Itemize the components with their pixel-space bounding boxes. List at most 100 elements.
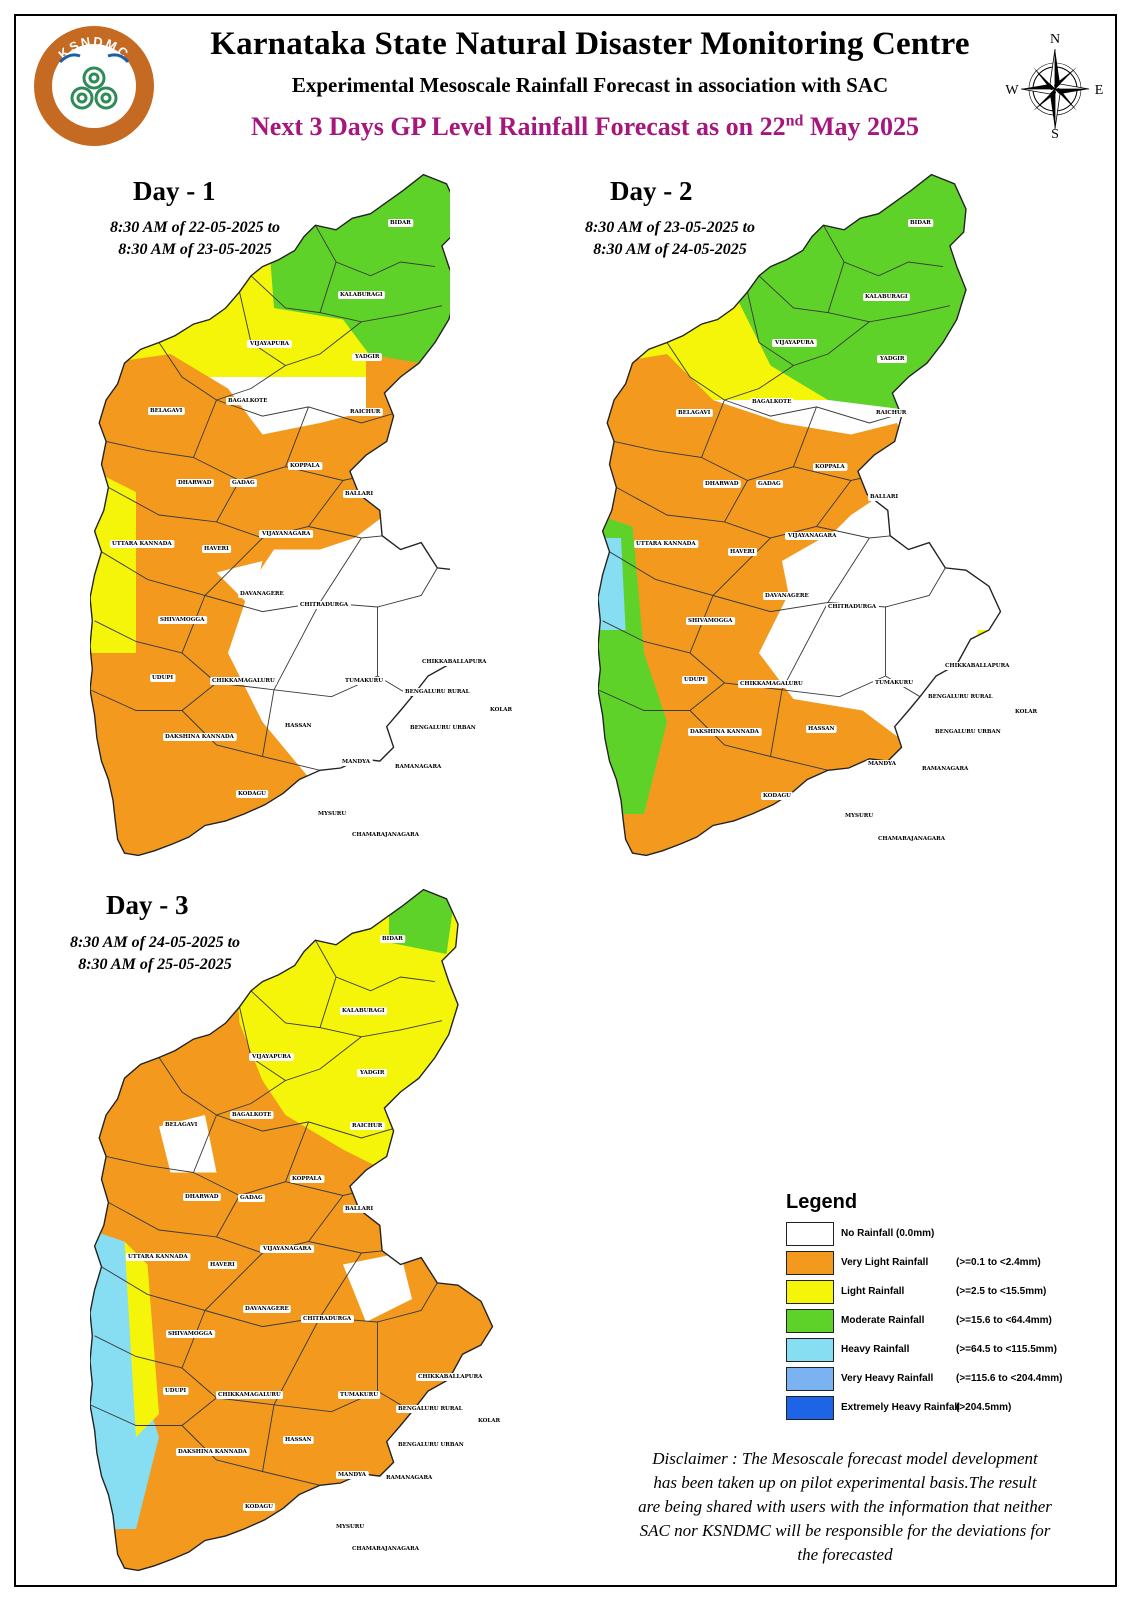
district-label-bengaluru-urban: BENGALURU URBAN [398, 1442, 464, 1448]
district-label-box [933, 728, 1003, 736]
district-label-koppala: KOPPALA [815, 464, 845, 470]
district-label-mandya: MANDYA [342, 759, 371, 765]
district-label-kodagu: KODAGU [763, 793, 791, 799]
subtitle: Experimental Mesoscale Rainfall Forecast… [291, 73, 889, 97]
district-label-dakshina-kannada: DAKSHINA KANNADA [178, 1449, 248, 1455]
district-label-box [243, 1305, 291, 1313]
district-label-hassan: HASSAN [808, 726, 835, 732]
district-label-box [750, 398, 794, 406]
legend-label: Heavy Rainfall [841, 1344, 910, 1355]
district-label-bengaluru-rural: BENGALURU RURAL [405, 689, 470, 695]
district-label-box [843, 812, 876, 820]
legend-label: Very Light Rainfall [841, 1257, 929, 1268]
district-label-box [243, 1503, 276, 1511]
district-label-box [686, 617, 736, 625]
district-label-box [703, 480, 741, 488]
district-label-bidar: BIDAR [910, 220, 931, 226]
district-label-box [340, 1007, 387, 1015]
legend-swatch [786, 1338, 834, 1362]
district-label-dharwad: DHARWAD [185, 1194, 219, 1200]
day-3-period: 8:30 AM of 24-05-2025 to 8:30 AM of 25-05… [69, 934, 241, 973]
district-label-box [230, 479, 258, 487]
district-label-kolar: KOLAR [490, 707, 513, 713]
district-label-box [380, 935, 406, 943]
district-label-kolar: KOLAR [1015, 709, 1038, 715]
legend-range: (>=0.1 to <2.4mm) [956, 1257, 1041, 1268]
district-label-box [238, 1194, 266, 1202]
district-label-uttara-kannada: UTTARA KANNADA [128, 1254, 188, 1260]
triskele-spiral-icon [70, 66, 118, 110]
district-label-uttara-kannada: UTTARA KANNADA [636, 541, 696, 547]
district-label-chikkamagaluru: CHIKKAMAGALURU [740, 681, 803, 687]
district-label-box [943, 662, 1013, 670]
district-label-kodagu: KODAGU [238, 791, 266, 797]
district-label-koppala: KOPPALA [292, 1176, 322, 1182]
district-label-box [176, 1448, 250, 1456]
district-label-dharwad: DHARWAD [705, 481, 739, 487]
district-label-chitradurga: CHITRADURGA [828, 604, 877, 610]
district-label-box [338, 291, 385, 299]
district-label-udupi: UDUPI [684, 677, 705, 683]
district-label-ramanagara: RAMANAGARA [395, 764, 442, 770]
district-label-box [688, 728, 762, 736]
day-2-district-labels: BIDAR KALABURAGI VIJAYAPURA YADGIR BELAG… [634, 219, 1040, 843]
district-label-ramanagara: RAMANAGARA [386, 1475, 433, 1481]
district-label-chamarajanagara: CHAMARAJANAGARA [878, 836, 946, 842]
day-3-rainfall-map [90, 888, 494, 1572]
district-label-box [866, 760, 899, 768]
district-label-box [230, 1111, 274, 1119]
district-label-bagalkote: BAGALKOTE [228, 398, 267, 404]
legend: Legend No Rainfall (0.0mm) Very Light Ra… [786, 1191, 1086, 1425]
district-label-tumakuru: TUMAKURU [875, 680, 913, 686]
district-label-raichur: RAICHUR [876, 410, 907, 416]
district-label-bengaluru-urban: BENGALURU URBAN [935, 729, 1001, 735]
district-label-box [238, 590, 286, 598]
district-label-box [216, 1391, 284, 1399]
district-label-belagavi: BELAGAVI [165, 1122, 198, 1128]
district-label-box [126, 1253, 191, 1261]
district-label-bengaluru-urban: BENGALURU URBAN [410, 725, 476, 731]
district-label-mysuru: MYSURU [845, 813, 873, 819]
district-label-hassan: HASSAN [285, 723, 312, 729]
district-label-box [420, 658, 490, 666]
legend-row: Extremely Heavy Rainfall (>204.5mm) [786, 1396, 1086, 1425]
district-label-box [298, 601, 351, 609]
district-label-box [163, 733, 237, 741]
district-label-gadag: GADAG [232, 480, 255, 486]
district-label-chikkamagaluru: CHIKKAMAGALURU [212, 678, 275, 684]
district-label-kalaburagi: KALABURAGI [340, 292, 383, 298]
district-label-chikkaballapura: CHIKKABALLAPURA [422, 659, 487, 665]
district-label-shivamogga: SHIVAMOGGA [688, 618, 733, 624]
district-label-box [634, 540, 699, 548]
district-label-box [249, 1053, 294, 1061]
district-label-kalaburagi: KALABURAGI [342, 1008, 385, 1014]
district-label-bagalkote: BAGALKOTE [752, 399, 791, 405]
district-label-box [874, 409, 909, 417]
district-label-box [813, 463, 848, 471]
district-label-haveri: HAVERI [730, 549, 755, 555]
district-label-yadgir: YADGIR [879, 356, 905, 362]
district-label-box [163, 1387, 189, 1395]
district-label-box [183, 1193, 221, 1201]
legend-row: Very Light Rainfall (>=0.1 to <2.4mm) [786, 1251, 1086, 1280]
page-border [14, 14, 1117, 1587]
district-label-box [338, 1391, 381, 1399]
legend-title: Legend [786, 1191, 858, 1213]
district-label-vijayapura: VIJAYAPURA [251, 1054, 292, 1060]
district-label-ballari: BALLARI [870, 494, 898, 500]
district-label-mandya: MANDYA [868, 761, 897, 767]
legend-range: (>=2.5 to <15.5mm) [956, 1286, 1047, 1297]
district-label-box [350, 831, 422, 839]
district-label-box [926, 693, 995, 701]
district-label-ramanagara: RAMANAGARA [922, 766, 969, 772]
district-label-box [283, 1436, 314, 1444]
district-label-box [343, 490, 376, 498]
district-label-box [236, 790, 269, 798]
district-label-mysuru: MYSURU [318, 811, 346, 817]
day-3-district-labels: BIDAR KALABURAGI VIJAYAPURA YADGIR BELAG… [126, 935, 503, 1553]
district-label-box [877, 355, 907, 363]
district-label-box [396, 1405, 465, 1413]
district-label-box [826, 603, 879, 611]
ksndmc-logo: KSNDMC [34, 26, 154, 146]
district-label-uttara-kannada: UTTARA KANNADA [112, 541, 172, 547]
